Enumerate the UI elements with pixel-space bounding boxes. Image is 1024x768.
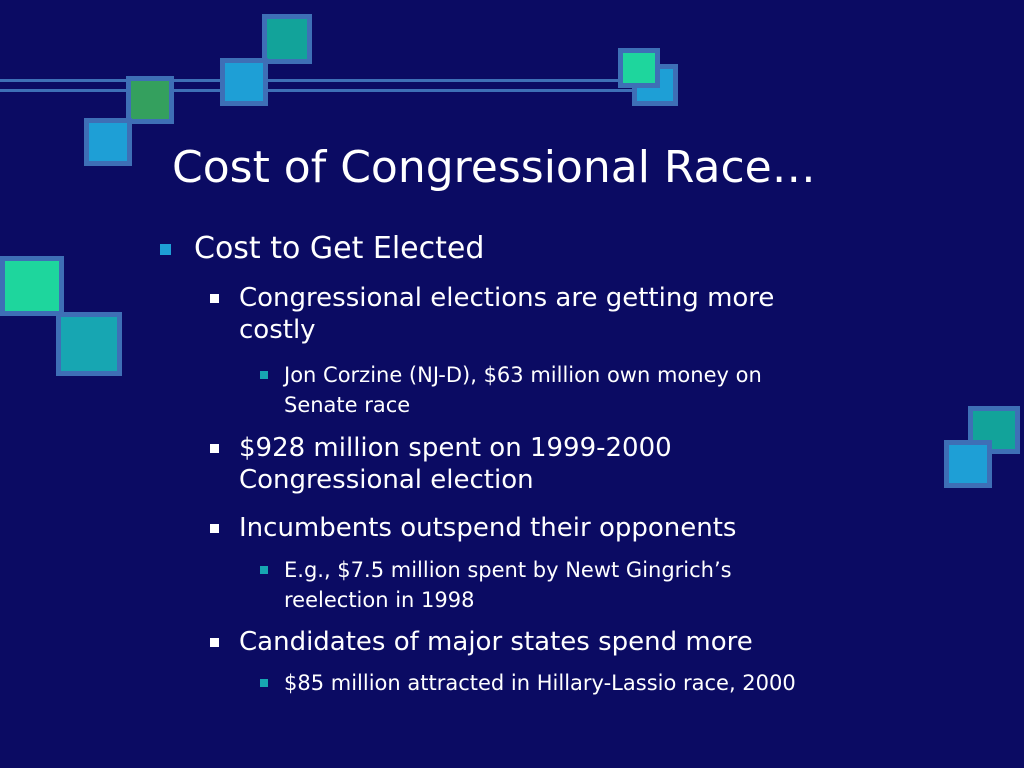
bullet-item: Candidates of major states spend more bbox=[210, 626, 753, 658]
bullet-text: Senate race bbox=[284, 393, 411, 417]
bullet-square-icon bbox=[210, 524, 219, 533]
bullet-square-icon bbox=[210, 294, 219, 303]
bullet-text: Incumbents outspend their opponents bbox=[239, 513, 737, 543]
bullet-square-icon bbox=[210, 638, 219, 647]
bullet-square-icon bbox=[260, 566, 268, 574]
decorative-square bbox=[84, 118, 132, 166]
bullet-square-icon bbox=[210, 444, 219, 453]
bullet-square-icon bbox=[160, 244, 171, 255]
bullet-text: Cost to Get Elected bbox=[194, 231, 485, 266]
bullet-text: reelection in 1998 bbox=[284, 588, 475, 612]
bullet-square-icon bbox=[260, 679, 268, 687]
bullet-item: $928 million spent on 1999-2000 Congress… bbox=[210, 432, 672, 496]
bullet-item: Congressional elections are getting more… bbox=[210, 282, 774, 346]
bullet-text: E.g., $7.5 million spent by Newt Gingric… bbox=[284, 558, 732, 582]
bullet-text: $85 million attracted in Hillary-Lassio … bbox=[284, 671, 796, 695]
bullet-square-icon bbox=[260, 371, 268, 379]
bullet-text: Jon Corzine (NJ-D), $63 million own mone… bbox=[284, 363, 762, 387]
bullet-text: costly bbox=[239, 315, 316, 345]
decorative-square bbox=[220, 58, 268, 106]
slide-title: Cost of Congressional Race… bbox=[172, 142, 816, 193]
bullet-text: Congressional elections are getting more bbox=[239, 283, 775, 313]
decorative-square bbox=[944, 440, 992, 488]
decorative-line-top bbox=[0, 79, 660, 82]
decorative-square bbox=[262, 14, 312, 64]
decorative-square bbox=[0, 256, 64, 316]
bullet-text: Congressional election bbox=[239, 465, 534, 495]
bullet-text: Candidates of major states spend more bbox=[239, 627, 753, 657]
bullet-item: Cost to Get Elected bbox=[160, 232, 484, 266]
decorative-square bbox=[56, 312, 122, 376]
bullet-item: Incumbents outspend their opponents bbox=[210, 512, 736, 544]
bullet-item: Jon Corzine (NJ-D), $63 million own mone… bbox=[260, 360, 762, 420]
decorative-line-bottom bbox=[0, 89, 660, 92]
bullet-item: E.g., $7.5 million spent by Newt Gingric… bbox=[260, 555, 732, 615]
bullet-item: $85 million attracted in Hillary-Lassio … bbox=[260, 668, 796, 698]
bullet-text: $928 million spent on 1999-2000 bbox=[239, 433, 672, 463]
decorative-square bbox=[618, 48, 660, 88]
decorative-square bbox=[126, 76, 174, 124]
